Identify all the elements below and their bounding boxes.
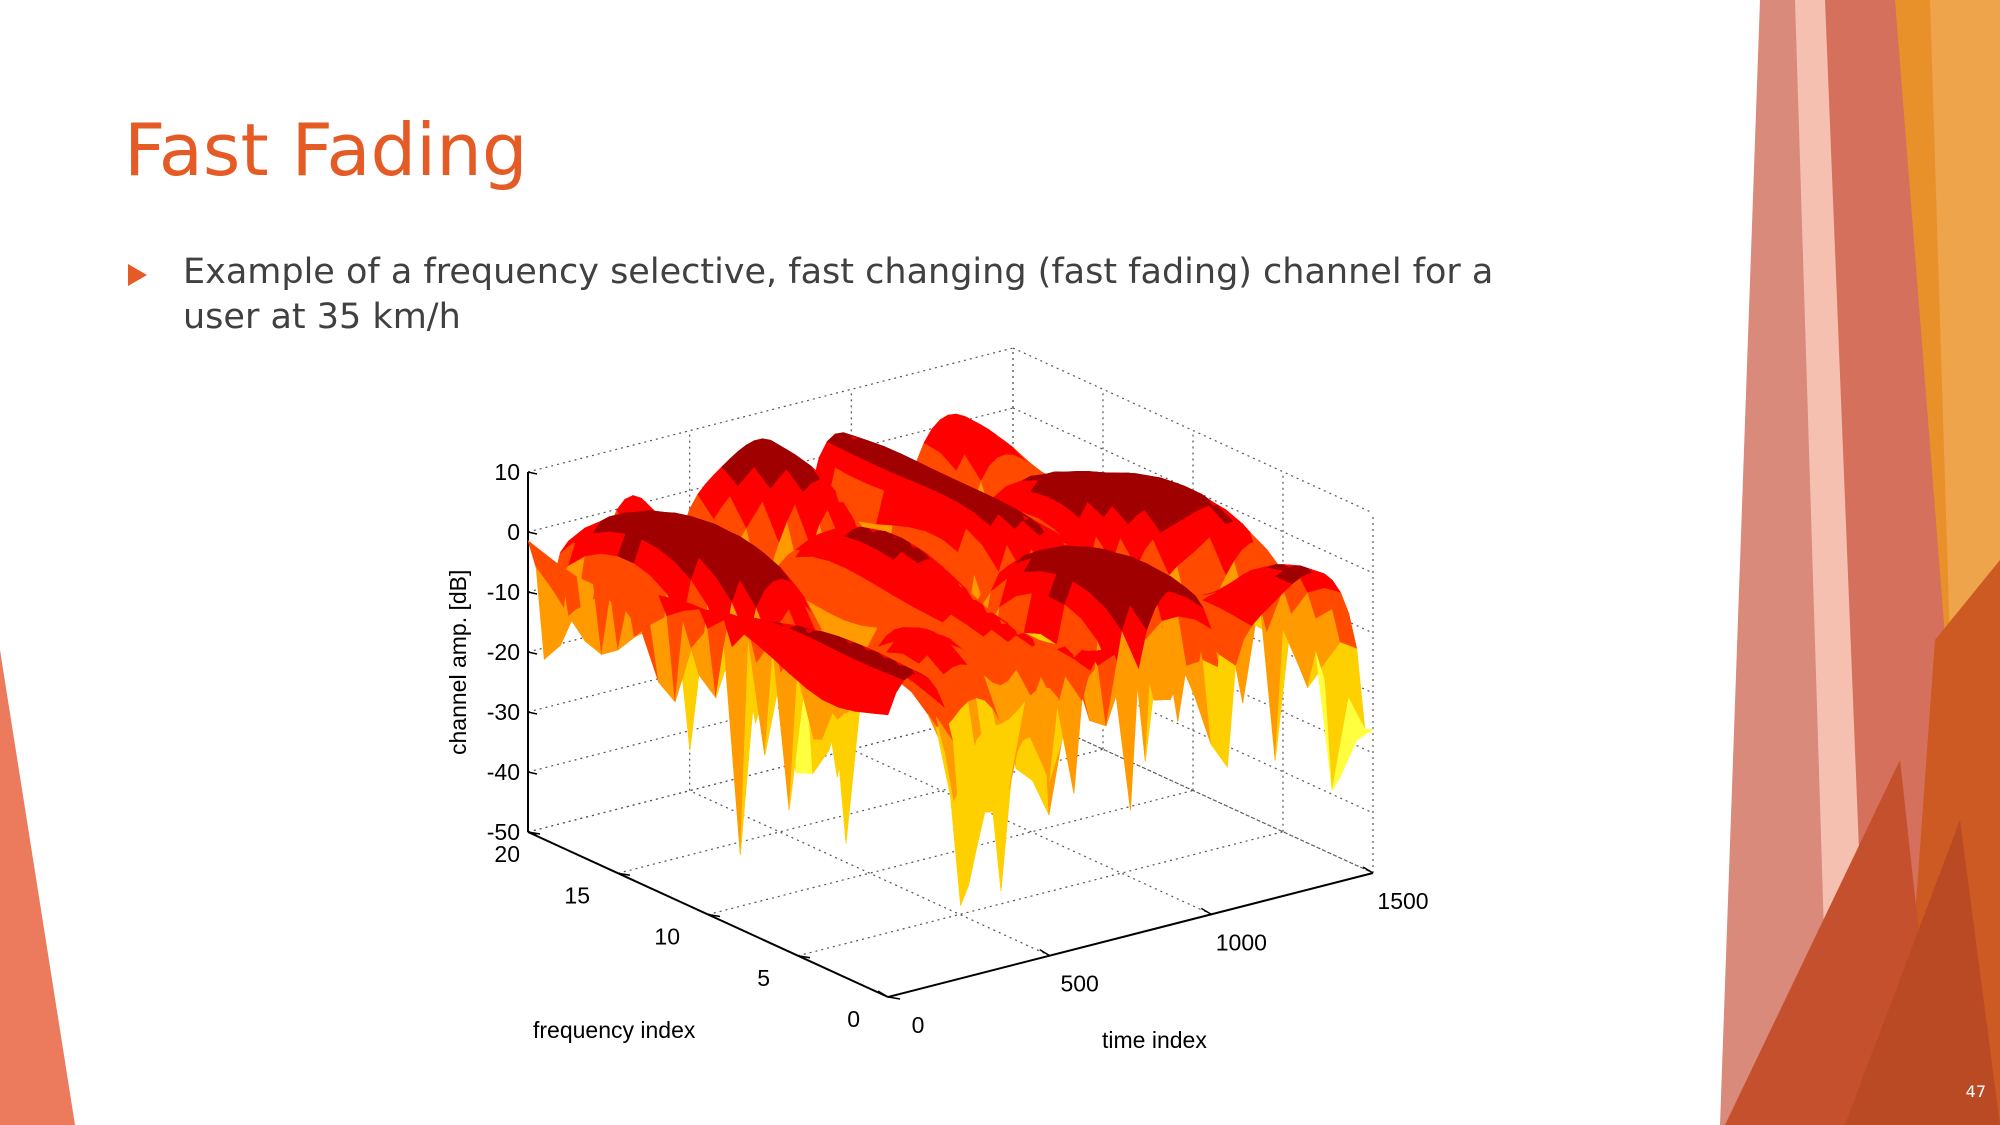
y-tick-mark <box>887 996 901 1000</box>
y-tick-label: 20 <box>494 841 520 867</box>
z-tick-mark <box>527 531 538 535</box>
y-tick-label: 10 <box>654 924 680 950</box>
left-facet <box>0 650 75 1125</box>
surface-mesh <box>527 413 1374 906</box>
y-tick-mark <box>707 913 721 918</box>
bullet-item: Example of a frequency selective, fast c… <box>128 250 1558 340</box>
y-tick-mark <box>527 831 541 835</box>
z-tick-mark <box>527 711 538 715</box>
z-tick-label: -50 <box>487 819 520 845</box>
z-axis-label: channel amp. [dB] <box>445 570 471 755</box>
surface-patch <box>1348 698 1374 741</box>
y-tick-mark <box>797 955 811 959</box>
z-tick-mark <box>527 471 538 475</box>
z-tick-label: 0 <box>507 519 520 545</box>
x-tick-mark <box>1200 907 1212 915</box>
x-axis-line <box>887 872 1374 998</box>
z-tick-mark <box>527 771 538 775</box>
y-axis-label: frequency index <box>533 1017 696 1043</box>
z-tick-label: 10 <box>494 459 520 485</box>
z-tick-mark <box>527 651 538 655</box>
x-tick-label: 1500 <box>1377 888 1428 914</box>
z-tick-label: -40 <box>487 759 520 785</box>
x-tick-label: 0 <box>912 1012 925 1038</box>
gridline-side-z <box>1012 347 1374 514</box>
page-number: 47 <box>1965 1082 1986 1101</box>
y-tick-label: 5 <box>757 965 770 991</box>
tick-labels: -50 -40 -30 -20 -10 0 10 0 500 1000 1500 0 5 10 15 20 <box>487 459 1429 1038</box>
x-tick-mark <box>877 990 889 998</box>
bullet-text: Example of a frequency selective, fast c… <box>183 252 1494 337</box>
right-facet-8 <box>1845 820 2000 1125</box>
y-tick-label: 15 <box>564 882 590 908</box>
x-tick-label: 500 <box>1060 971 1098 997</box>
x-tick-label: 1000 <box>1216 929 1267 955</box>
z-tick-mark <box>527 591 538 595</box>
page-title: Fast Fading <box>124 108 528 192</box>
gridline-floor-y <box>797 831 1284 957</box>
gridline-floor-y <box>707 789 1194 916</box>
z-tick-label: -20 <box>487 639 520 665</box>
y-tick-mark <box>617 872 631 876</box>
gridline-floor-x <box>851 748 1212 915</box>
z-tick-label: -10 <box>487 579 520 605</box>
x-tick-mark <box>1362 866 1374 874</box>
z-tick-label: -30 <box>487 699 520 725</box>
gridline-floor-x <box>689 790 1050 957</box>
y-tick-label: 0 <box>847 1006 860 1032</box>
x-tick-mark <box>1039 949 1051 957</box>
bullet-arrow-icon <box>128 264 147 286</box>
x-axis-label: time index <box>1102 1027 1207 1053</box>
